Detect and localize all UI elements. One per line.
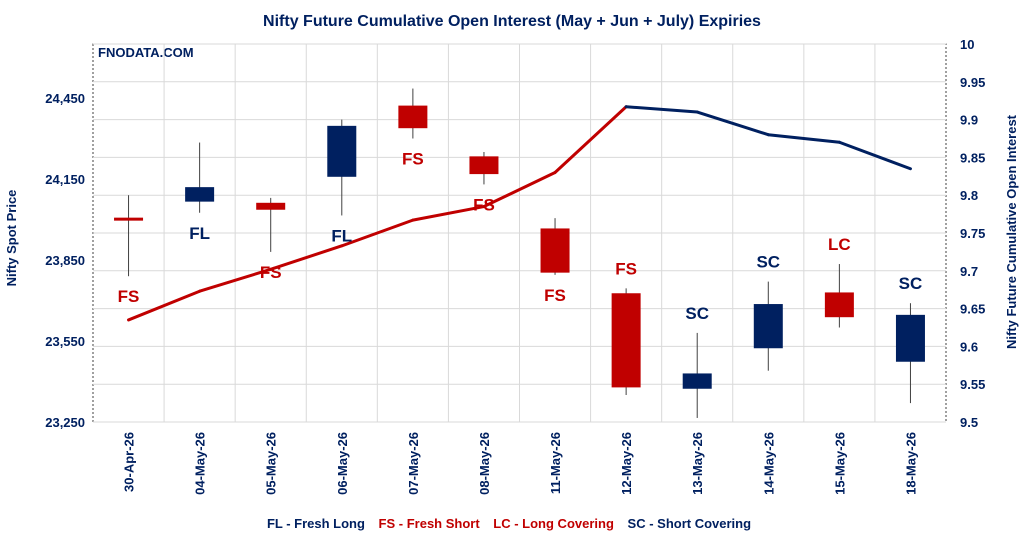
candle-signal-label: FS: [260, 263, 282, 282]
candle-body: [398, 105, 428, 129]
candle-signal-label: FS: [473, 195, 495, 214]
oi-line-segment: [127, 289, 202, 322]
ylabel-right: Nifty Future Cumulative Open Interest: [1004, 114, 1019, 349]
oi-line-segment: [340, 218, 415, 248]
candle-signal-label: FS: [118, 287, 140, 306]
label-layer: FS FL FS FL FS FS FS FS SC SC LC SC: [118, 150, 923, 323]
legend-sc: SC - Short Covering: [628, 516, 752, 531]
candle-body: [895, 314, 925, 362]
candle-body: [824, 292, 854, 318]
ylabel-left: Nifty Spot Price: [4, 190, 19, 287]
oi-line-segment: [553, 105, 628, 175]
ytick-right-label: 9.8: [960, 188, 978, 203]
oi-line-segment: [411, 205, 486, 222]
oi-line-segment: [198, 267, 273, 293]
xtick-label: 07-May-26: [406, 432, 421, 495]
chart-title: Nifty Future Cumulative Open Interest (M…: [263, 13, 761, 30]
legend-lc: LC - Long Covering: [493, 516, 614, 531]
candle-body: [256, 202, 286, 210]
candle-body: [682, 373, 712, 389]
oi-line-segment: [837, 140, 912, 171]
ytick-right-label: 9.95: [960, 75, 985, 90]
tick-layer: 23,250 23,550 23,850 24,150 24,450 9.5 9.55 9.6…: [45, 37, 985, 495]
xtick-label: 18-May-26: [903, 432, 918, 495]
ytick-right-label: 9.55: [960, 377, 985, 392]
xtick-label: 05-May-26: [264, 432, 279, 495]
ytick-right-label: 9.85: [960, 150, 985, 165]
ytick-right-label: 9.65: [960, 302, 985, 317]
oi-line-segment: [624, 105, 699, 114]
xtick-label: 04-May-26: [193, 432, 208, 495]
ytick-left-label: 23,250: [45, 415, 85, 430]
ytick-left-label: 24,450: [45, 91, 85, 106]
legend-fl: FL - Fresh Long: [267, 516, 365, 531]
ytick-right-label: 9.6: [960, 339, 978, 354]
xtick-label: 08-May-26: [477, 432, 492, 495]
xtick-label: 15-May-26: [832, 432, 847, 495]
watermark: FNODATA.COM: [98, 45, 194, 60]
candle-body: [185, 187, 215, 202]
candle-layer: [114, 88, 925, 418]
candle-body: [753, 304, 783, 349]
xtick-label: 13-May-26: [690, 432, 705, 495]
candle-signal-label: SC: [685, 304, 709, 323]
candle-body: [114, 217, 144, 221]
candle-signal-label: SC: [756, 253, 780, 272]
candle-body: [469, 156, 499, 175]
ytick-left-label: 23,550: [45, 334, 85, 349]
candle-signal-label: FL: [189, 224, 210, 243]
candle-signal-label: FL: [331, 226, 352, 245]
oi-line-segment: [695, 110, 770, 137]
xtick-label: 30-Apr-26: [122, 432, 137, 492]
candle-signal-label: LC: [828, 235, 851, 254]
oi-layer: [127, 105, 912, 322]
ytick-right-label: 9.9: [960, 113, 978, 128]
ytick-left-label: 23,850: [45, 253, 85, 268]
ytick-right-label: 10: [960, 37, 974, 52]
ytick-right-label: 9.5: [960, 415, 978, 430]
oi-line-segment: [766, 133, 841, 144]
candle-body: [327, 125, 357, 177]
xtick-label: 14-May-26: [761, 432, 776, 495]
oi-line-segment: [269, 244, 344, 271]
xtick-label: 06-May-26: [335, 432, 350, 495]
candle-body: [540, 228, 570, 273]
candle-body: [611, 293, 641, 388]
legend: FL - Fresh Long FS - Fresh Short LC - Lo…: [267, 516, 751, 531]
candle-signal-label: FS: [402, 150, 424, 169]
ytick-right-label: 9.7: [960, 264, 978, 279]
candle-signal-label: SC: [899, 274, 923, 293]
xtick-label: 12-May-26: [619, 432, 634, 495]
xtick-label: 11-May-26: [548, 432, 563, 494]
ytick-right-label: 9.75: [960, 226, 985, 241]
grid-layer: [93, 43, 946, 423]
oi-line-segment: [482, 171, 557, 209]
ytick-left-label: 24,150: [45, 172, 85, 187]
candle-signal-label: FS: [615, 259, 637, 278]
candle-signal-label: FS: [544, 286, 566, 305]
legend-fs: FS - Fresh Short: [379, 516, 481, 531]
